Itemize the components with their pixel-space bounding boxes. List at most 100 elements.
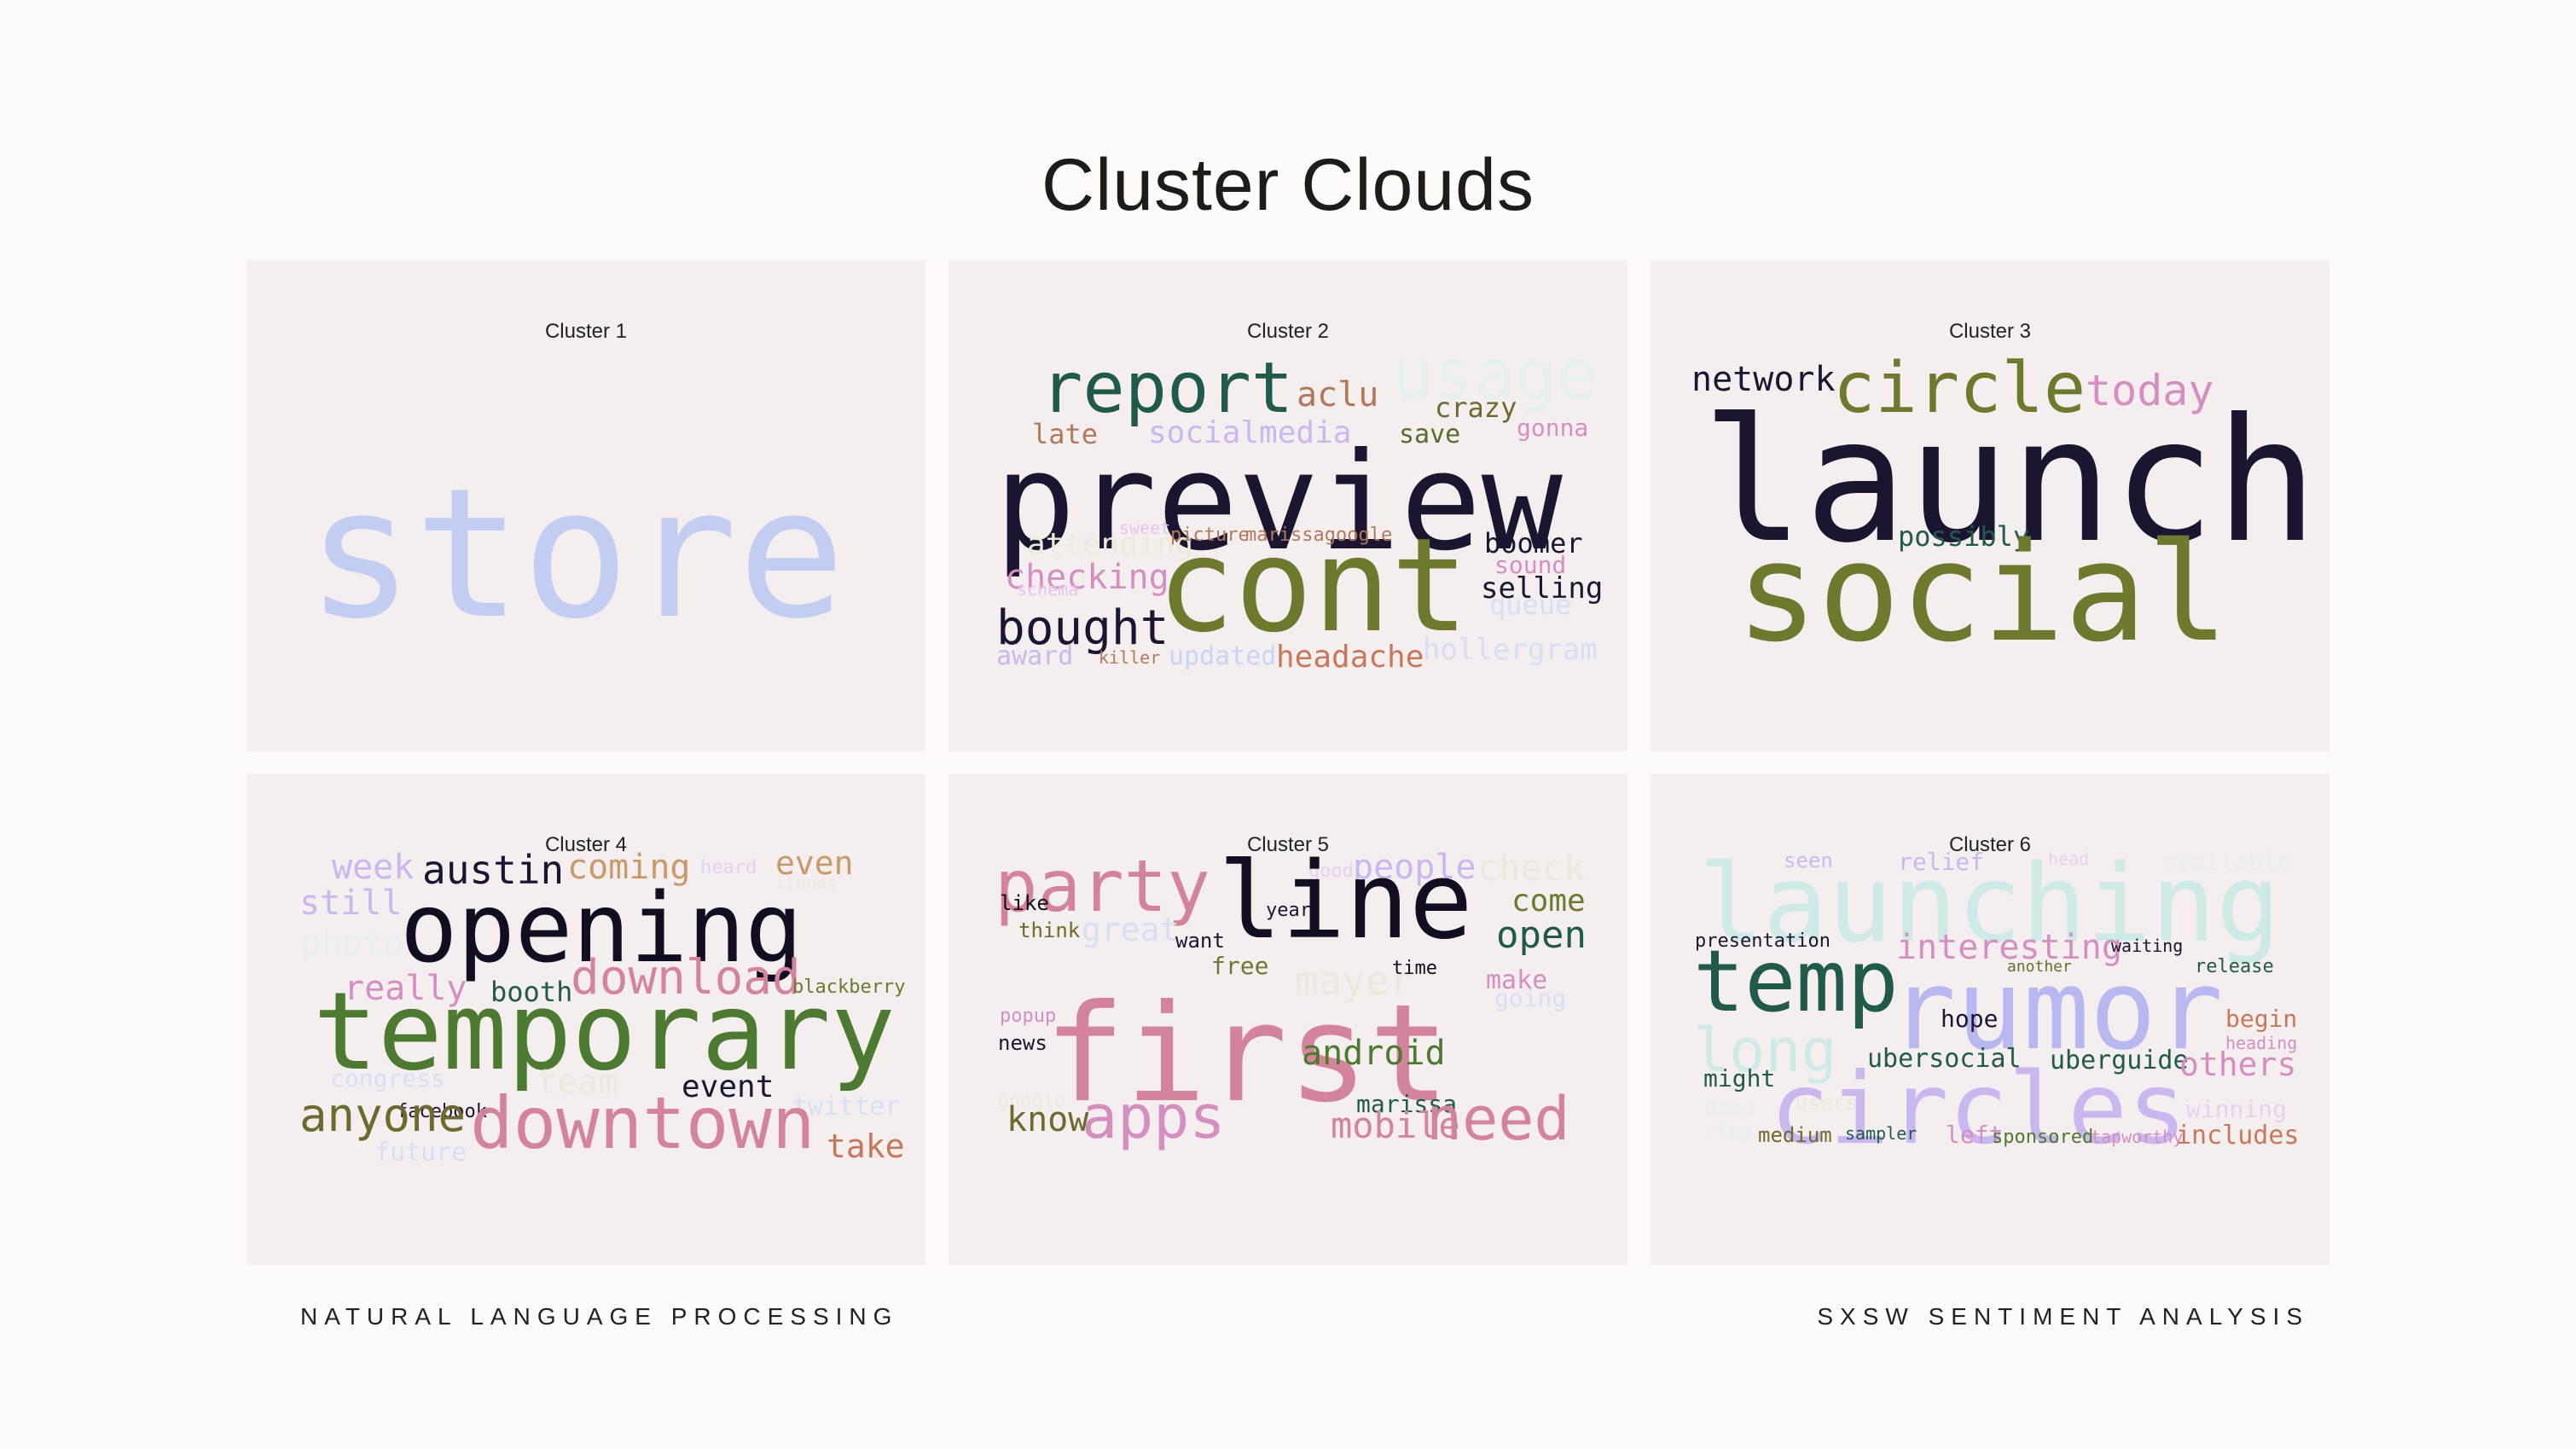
cloud-word: temporary: [313, 969, 896, 1094]
cloud-word: possibly: [1898, 520, 2030, 553]
cloud-word: queue: [1489, 588, 1572, 621]
cluster-2-panel: Cluster 2 report aclu usage crazy late social…: [949, 260, 1627, 751]
cloud-word: google: [998, 1091, 1066, 1112]
cloud-word: week: [332, 848, 415, 887]
cloud-word: mayer: [1295, 958, 1413, 1004]
cloud-word: seen: [1784, 849, 1833, 872]
cloud-word: booth: [490, 976, 573, 1008]
cloud-word: think: [1018, 919, 1081, 942]
cloud-word: save: [1399, 420, 1461, 449]
cloud-word: open: [1496, 913, 1587, 957]
cloud-word: picture: [1170, 525, 1250, 546]
cloud-word: head: [2048, 849, 2090, 869]
cloud-word: today: [2086, 366, 2214, 415]
cluster-3-panel: Cluster 3 network circle today launch possib…: [1651, 260, 2329, 751]
cloud-word: check: [1477, 847, 1586, 889]
cloud-word: marissagoogle: [1245, 525, 1393, 546]
cloud-word: like: [1000, 891, 1049, 915]
cloud-word: twitter: [792, 1092, 901, 1122]
cloud-word: launching: [1698, 841, 2281, 966]
cloud-word: circles: [1770, 1052, 2187, 1167]
cloud-word: late: [1032, 418, 1099, 450]
cloud-word: demo: [1705, 1096, 1755, 1120]
cloud-word: free: [1211, 952, 1269, 980]
cloud-word: time: [1392, 958, 1437, 979]
cloud-word: first: [1044, 976, 1450, 1133]
cloud-word: facebook: [397, 1101, 487, 1122]
cloud-word: itunes: [775, 872, 838, 893]
cloud-word: still: [299, 884, 403, 923]
cloud-word: killer: [1099, 647, 1161, 668]
cluster-1-panel: Cluster 1 store: [247, 260, 925, 751]
cloud-word: popup: [1000, 1006, 1057, 1027]
page-title: Cluster Clouds: [1041, 144, 1535, 226]
cloud-word: another: [2007, 958, 2072, 976]
cloud-word: android: [1302, 1034, 1446, 1073]
cloud-word: ubersocial: [1867, 1044, 2022, 1074]
cloud-word: might: [1703, 1064, 1776, 1093]
cloud-word: want: [1175, 929, 1225, 953]
cloud-word: store: [306, 449, 846, 658]
cloud-word: includes: [2176, 1121, 2300, 1151]
cloud-word: heard: [700, 857, 757, 878]
cloud-word: schema: [1017, 579, 1079, 600]
cloud-word: hope: [1941, 1005, 1999, 1033]
cloud-word: come: [1511, 884, 1586, 919]
cloud-word: relief: [1898, 848, 1985, 876]
cloud-word: download: [571, 950, 801, 1006]
cloud-word: headache: [1276, 640, 1424, 675]
cloud-word: future: [374, 1138, 467, 1168]
cloud-word: waiting: [2111, 936, 2184, 956]
cloud-word: left: [1946, 1121, 2004, 1149]
cloud-word: preview: [995, 424, 1563, 581]
cloud-word: begin: [2225, 1005, 2298, 1033]
cloud-word: social: [1736, 513, 2229, 672]
cloud-word: others: [2179, 1046, 2297, 1083]
cloud-word: circle: [1833, 348, 2086, 429]
cloud-word: crazy: [1435, 391, 1517, 424]
cloud-word: know: [1007, 1100, 1089, 1139]
panel-title: Cluster 4: [544, 833, 628, 856]
cloud-word: news: [998, 1031, 1047, 1055]
cloud-word: users: [1796, 1091, 1858, 1115]
cloud-word: attending: [1027, 527, 1194, 562]
cloud-word: stop: [1703, 1120, 1753, 1144]
cloud-word: winning: [2186, 1095, 2288, 1123]
cloud-word: apps: [1082, 1082, 1226, 1152]
cloud-word: team: [537, 1063, 619, 1102]
cloud-word: updated: [1169, 641, 1277, 671]
cloud-word: sponsored: [1992, 1127, 2094, 1148]
cloud-word: great: [1082, 911, 1180, 948]
cloud-word: congress: [330, 1064, 445, 1093]
footer-left-label: NATURAL LANGUAGE PROCESSING: [300, 1303, 899, 1330]
cloud-word: long: [1693, 1016, 1837, 1086]
cloud-word: marissa: [1356, 1090, 1458, 1118]
cloud-word: photo: [301, 924, 404, 964]
cloud-word: heading: [2225, 1033, 2298, 1053]
cloud-word: hollergram: [1423, 633, 1598, 667]
cloud-word: mobile: [1331, 1104, 1460, 1146]
cloud-word: interesting: [1896, 928, 2122, 967]
cloud-word: line: [1218, 840, 1473, 963]
cloud-word: launch: [1702, 382, 2318, 581]
cloud-word: need: [1426, 1084, 1570, 1154]
cloud-word: uberguide: [2050, 1046, 2189, 1075]
cloud-word: coming: [567, 848, 691, 887]
cloud-word: even: [775, 844, 854, 882]
cloud-word: tapworthy: [2091, 1127, 2184, 1147]
cloud-word: anyone: [299, 1088, 467, 1142]
panel-title: Cluster 6: [1948, 833, 2032, 856]
panel-title: Cluster 5: [1246, 833, 1330, 856]
cloud-word: usage: [1392, 335, 1598, 414]
cloud-word: make: [1486, 965, 1548, 995]
cloud-word: report: [1041, 348, 1294, 429]
cloud-word: aclu: [1297, 375, 1379, 414]
cloud-word: medium: [1758, 1123, 1832, 1147]
cloud-word: opening: [400, 873, 804, 984]
cloud-word: sweet: [1119, 518, 1171, 538]
cloud-word: release: [2195, 956, 2274, 977]
cloud-word: selling: [1481, 571, 1604, 606]
cloud-word: network: [1691, 360, 1836, 399]
cluster-5-panel: Cluster 5 party good people check year line co…: [949, 774, 1627, 1265]
cloud-word: bought: [996, 600, 1169, 656]
